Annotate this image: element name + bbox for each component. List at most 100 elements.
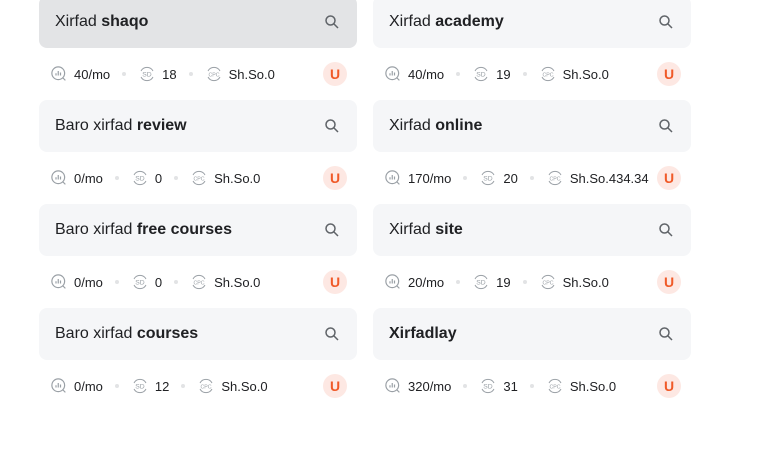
cpc-icon: CPC [548, 378, 562, 394]
cost-per-click: CPC Sh.So.0 [190, 273, 260, 291]
separator-dot [114, 280, 119, 284]
search-icon[interactable] [657, 117, 675, 135]
keyword-prefix: Xirfad [389, 221, 436, 238]
keyword-prefix: Baro xirfad [55, 221, 137, 238]
keyword-card[interactable]: Xirfad shaqo [39, 0, 357, 48]
cost-per-click: CPC Sh.So.0 [190, 169, 260, 187]
svg-text:CPC: CPC [542, 72, 553, 78]
separator-dot [522, 72, 527, 76]
svg-text:CPC: CPC [194, 176, 205, 182]
keyword-text: Xirfad online [389, 117, 482, 135]
search-icon[interactable] [323, 325, 341, 343]
keyword-card[interactable]: Baro xirfad review [39, 100, 357, 152]
seo-difficulty: SD 19 [472, 65, 511, 83]
sd-icon: SD [133, 378, 147, 394]
separator-dot [529, 384, 534, 388]
svg-text:CPC: CPC [549, 384, 560, 390]
search-icon[interactable] [323, 13, 341, 31]
svg-text:SD: SD [484, 176, 494, 183]
cpc-icon: CPC [207, 66, 221, 82]
sd-icon: SD [140, 66, 154, 82]
sd-value: 0 [154, 170, 163, 186]
volume-chart-icon [51, 274, 66, 289]
volume-chart-icon [385, 274, 400, 289]
search-icon[interactable] [657, 221, 675, 239]
keyword-bold: shaqo [101, 13, 149, 30]
search-icon[interactable] [323, 117, 341, 135]
keyword-prefix: Xirfad [389, 117, 436, 134]
keyword-text: Xirfad academy [389, 13, 504, 31]
separator-dot [463, 176, 468, 180]
sd-icon: SD [481, 170, 495, 186]
keyword-prefix: Xirfad [389, 13, 436, 30]
search-volume: 170/mo [384, 169, 451, 187]
metrics-row: 20/mo SD 19 CPC Sh.So.0 U [373, 256, 691, 308]
svg-text:SD: SD [476, 72, 486, 79]
sd-icon: SD [133, 274, 147, 290]
cpc-icon: CPC [541, 66, 555, 82]
cpc-icon: CPC [541, 274, 555, 290]
keyword-item: Xirfad shaqo 40/mo SD 18 CPC Sh.So.0 U [39, 0, 357, 100]
keyword-card[interactable]: Xirfad academy [373, 0, 691, 48]
search-volume: 40/mo [50, 65, 110, 83]
seo-difficulty: SD 18 [138, 65, 177, 83]
separator-dot [122, 72, 127, 76]
volume-value: 40/mo [74, 66, 111, 82]
cpc-value: Sh.So.0 [569, 378, 617, 394]
svg-text:SD: SD [484, 384, 494, 391]
keyword-bold: courses [136, 325, 199, 342]
svg-text:SD: SD [476, 280, 486, 287]
keyword-prefix: Baro xirfad [55, 117, 137, 134]
search-volume: 0/mo [50, 273, 103, 291]
cpc-value: Sh.So.0 [562, 66, 609, 82]
search-icon[interactable] [657, 325, 675, 343]
keyword-bold: free courses [136, 221, 232, 238]
keyword-card[interactable]: Baro xirfad courses [39, 308, 357, 360]
cpc-icon: CPC [199, 378, 213, 394]
separator-dot [463, 384, 468, 388]
separator-dot [522, 280, 527, 284]
metrics-row: 40/mo SD 19 CPC Sh.So.0 U [373, 48, 691, 100]
volume-value: 0/mo [74, 378, 103, 394]
sd-icon: SD [133, 170, 147, 186]
svg-text:SD: SD [135, 176, 145, 183]
separator-dot [174, 280, 179, 284]
keyword-card[interactable]: Xirfad site [373, 204, 691, 256]
sd-value: 12 [154, 378, 170, 394]
keyword-card[interactable]: Xirfadlay [373, 308, 691, 360]
keyword-card[interactable]: Baro xirfad free courses [39, 204, 357, 256]
keyword-item: Baro xirfad courses 0/mo SD 12 CPC Sh.So… [39, 308, 357, 412]
keyword-grid: Xirfad shaqo 40/mo SD 18 CPC Sh.So.0 U X… [39, 0, 691, 412]
keyword-item: Baro xirfad free courses 0/mo SD 0 CPC S… [39, 204, 357, 308]
keyword-text: Baro xirfad review [55, 117, 187, 135]
separator-dot [114, 384, 119, 388]
keyword-item: Xirfad online 170/mo SD 20 CPC Sh.So.434… [373, 100, 691, 204]
metrics-row: 0/mo SD 0 CPC Sh.So.0 U [39, 256, 357, 308]
search-volume: 20/mo [384, 273, 444, 291]
cost-per-click: CPC Sh.So.0 [539, 273, 609, 291]
sd-value: 20 [503, 170, 518, 186]
sd-value: 19 [496, 274, 511, 290]
sd-value: 31 [503, 378, 518, 394]
keyword-card[interactable]: Xirfad online [373, 100, 691, 152]
cost-per-click: CPC Sh.So.0 [197, 377, 268, 395]
keyword-item: Xirfad site 20/mo SD 19 CPC Sh.So.0 U [373, 204, 691, 308]
separator-dot [456, 72, 461, 76]
sd-icon: SD [481, 378, 495, 394]
separator-dot [188, 72, 193, 76]
metrics-row: 40/mo SD 18 CPC Sh.So.0 U [39, 48, 357, 100]
keyword-prefix: Baro xirfad [55, 325, 137, 342]
cpc-icon: CPC [192, 274, 206, 290]
cpc-value: Sh.So.0 [214, 274, 261, 290]
sd-value: 19 [496, 66, 511, 82]
svg-text:SD: SD [142, 72, 152, 79]
search-icon[interactable] [323, 221, 341, 239]
volume-chart-icon [51, 378, 66, 393]
cost-per-click: CPC Sh.So.0 [539, 65, 609, 83]
metrics-row: 320/mo SD 31 CPC Sh.So.0 U [373, 360, 691, 412]
search-icon[interactable] [657, 13, 675, 31]
intent-badge: U [323, 374, 347, 398]
intent-badge: U [657, 166, 681, 190]
seo-difficulty: SD 20 [479, 169, 518, 187]
sd-value: 0 [154, 274, 163, 290]
